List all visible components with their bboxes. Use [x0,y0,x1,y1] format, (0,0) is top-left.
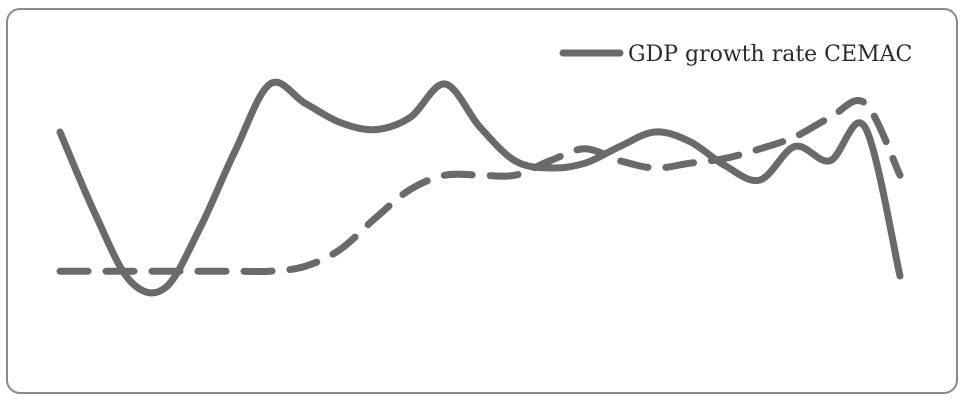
series-line-dashed [56,97,904,276]
chart-frame [6,8,958,394]
legend-label-gdp-growth: GDP growth rate CEMAC [628,42,912,67]
series-layer [56,78,904,297]
legend: GDP growth rate CEMAC [559,42,912,67]
series-line-gdp-growth [56,78,904,297]
